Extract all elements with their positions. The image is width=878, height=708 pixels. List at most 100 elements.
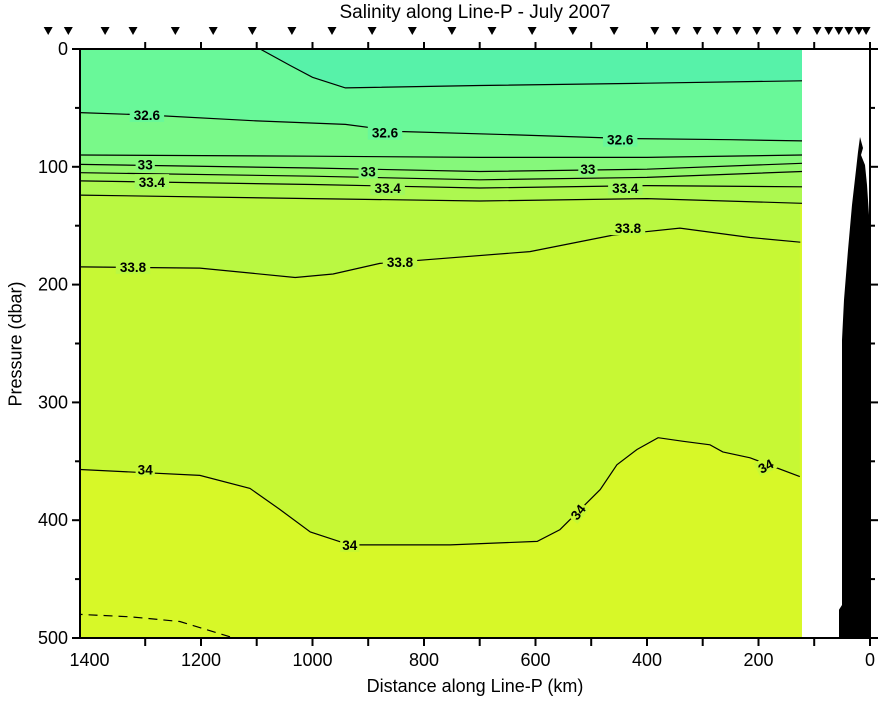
x-axis-title: Distance along Line-P (km) bbox=[366, 676, 584, 696]
contour-label-backing bbox=[753, 454, 778, 477]
contour-label-backing bbox=[608, 180, 643, 195]
station-marker-triangle bbox=[367, 27, 377, 35]
station-marker-triangle bbox=[712, 27, 722, 35]
contour-label-backing bbox=[129, 107, 165, 122]
x-tick-label: 1000 bbox=[292, 650, 332, 670]
contour-label-group: 32.6 bbox=[603, 131, 638, 148]
x-tick-label: 200 bbox=[743, 650, 773, 670]
contour-label-group: 34 bbox=[753, 454, 778, 477]
x-tick-label: 0 bbox=[865, 650, 875, 670]
contour-label: 32.6 bbox=[372, 126, 399, 141]
station-marker-triangle bbox=[487, 27, 497, 35]
contour-label-group: 33.4 bbox=[608, 180, 643, 196]
axis-ticks bbox=[72, 42, 878, 646]
station-marker-triangle bbox=[100, 27, 110, 35]
station-marker-triangle bbox=[287, 27, 297, 35]
contour-line-33.4 bbox=[80, 180, 802, 189]
salinity-bands bbox=[80, 49, 802, 638]
y-tick-label: 200 bbox=[38, 275, 68, 295]
station-markers bbox=[43, 27, 871, 35]
station-marker-triangle bbox=[692, 27, 702, 35]
station-marker-triangle bbox=[650, 27, 660, 35]
contour-label-backing bbox=[610, 220, 646, 236]
contour-label: 33 bbox=[361, 165, 377, 180]
contour-label: 33.4 bbox=[612, 181, 639, 196]
contour-label: 32.6 bbox=[134, 108, 161, 123]
contour-label-group: 32.6 bbox=[129, 107, 165, 123]
x-tick-label: 1400 bbox=[69, 650, 109, 670]
station-marker-triangle bbox=[812, 27, 822, 35]
station-marker-triangle bbox=[824, 27, 834, 35]
contour-label: 34 bbox=[138, 463, 154, 478]
x-tick-label: 1200 bbox=[181, 650, 221, 670]
contour-label-group: 33.8 bbox=[382, 254, 418, 270]
station-marker-triangle bbox=[844, 27, 854, 35]
contour-label-group: 32.6 bbox=[367, 124, 403, 141]
contour-label-backing bbox=[358, 163, 378, 179]
contour-label-group: 34 bbox=[135, 461, 155, 478]
contour-label: 34 bbox=[756, 456, 777, 477]
station-marker-triangle bbox=[43, 27, 53, 35]
contour-label-group: 33 bbox=[358, 163, 378, 180]
station-marker-triangle bbox=[568, 27, 578, 35]
station-marker-triangle bbox=[527, 27, 537, 35]
contour-label: 33.8 bbox=[387, 255, 414, 270]
contour-label: 33 bbox=[580, 162, 596, 177]
station-marker-triangle bbox=[792, 27, 802, 35]
y-tick-label: 100 bbox=[38, 157, 68, 177]
contour-label-group: 33.4 bbox=[370, 180, 405, 196]
station-marker-triangle bbox=[732, 27, 742, 35]
contour-label-backing bbox=[382, 254, 418, 270]
y-tick-label: 500 bbox=[38, 628, 68, 648]
contour-label: 32.6 bbox=[607, 133, 634, 148]
contour-label: 33.4 bbox=[139, 175, 166, 190]
contour-label: 33.8 bbox=[615, 221, 642, 236]
contour-label-backing bbox=[115, 258, 151, 274]
y-tick-label: 400 bbox=[38, 510, 68, 530]
contour-label: 33.8 bbox=[120, 260, 147, 275]
y-tick-label: 0 bbox=[58, 39, 68, 59]
contour-label-backing bbox=[603, 131, 638, 147]
station-marker-triangle bbox=[752, 27, 762, 35]
contour-label-backing bbox=[340, 536, 360, 552]
chart-title: Salinity along Line-P - July 2007 bbox=[339, 2, 611, 23]
contour-label-backing bbox=[578, 161, 598, 177]
contour-label: 33 bbox=[138, 157, 154, 172]
contour-label-backing bbox=[367, 124, 403, 140]
station-marker-triangle bbox=[128, 27, 138, 35]
station-marker-triangle bbox=[247, 27, 257, 35]
contour-label-backing bbox=[370, 180, 405, 195]
contour-label-backing bbox=[135, 156, 155, 172]
station-marker-triangle bbox=[208, 27, 218, 35]
contour-label: 34 bbox=[342, 538, 358, 553]
contour-label-group: 33 bbox=[135, 156, 155, 172]
x-tick-label: 800 bbox=[409, 650, 439, 670]
contour-line-32.8 bbox=[80, 154, 802, 158]
x-tick-label: 600 bbox=[520, 650, 550, 670]
station-marker-triangle bbox=[609, 27, 619, 35]
station-marker-triangle bbox=[63, 27, 73, 35]
station-marker-triangle bbox=[861, 27, 871, 35]
contour-label-group: 33.4 bbox=[134, 174, 170, 190]
x-tick-label: 400 bbox=[632, 650, 662, 670]
station-marker-triangle bbox=[772, 27, 782, 35]
contour-line-33 bbox=[80, 162, 802, 173]
contour-label: 33.4 bbox=[375, 181, 402, 196]
tick-labels: 1400 1200 1000 800 600 400 200 0 0 100 200 300 400 50… bbox=[38, 39, 875, 670]
contour-label-backing bbox=[134, 174, 170, 190]
contour-label-backing bbox=[565, 499, 590, 524]
station-marker-triangle bbox=[671, 27, 681, 35]
band-above-32.4 bbox=[260, 49, 802, 88]
contour-label-group: 33 bbox=[578, 161, 598, 177]
station-marker-triangle bbox=[170, 27, 180, 35]
bathymetry-landmass bbox=[839, 137, 870, 638]
contour-line-32.4 bbox=[259, 49, 802, 89]
contour-line-33.6 bbox=[80, 194, 802, 204]
contour-label-group: 34 bbox=[340, 536, 360, 553]
contour-label-backing bbox=[135, 461, 155, 477]
station-marker-triangle bbox=[447, 27, 457, 35]
contour-line-33.2 bbox=[80, 170, 802, 181]
